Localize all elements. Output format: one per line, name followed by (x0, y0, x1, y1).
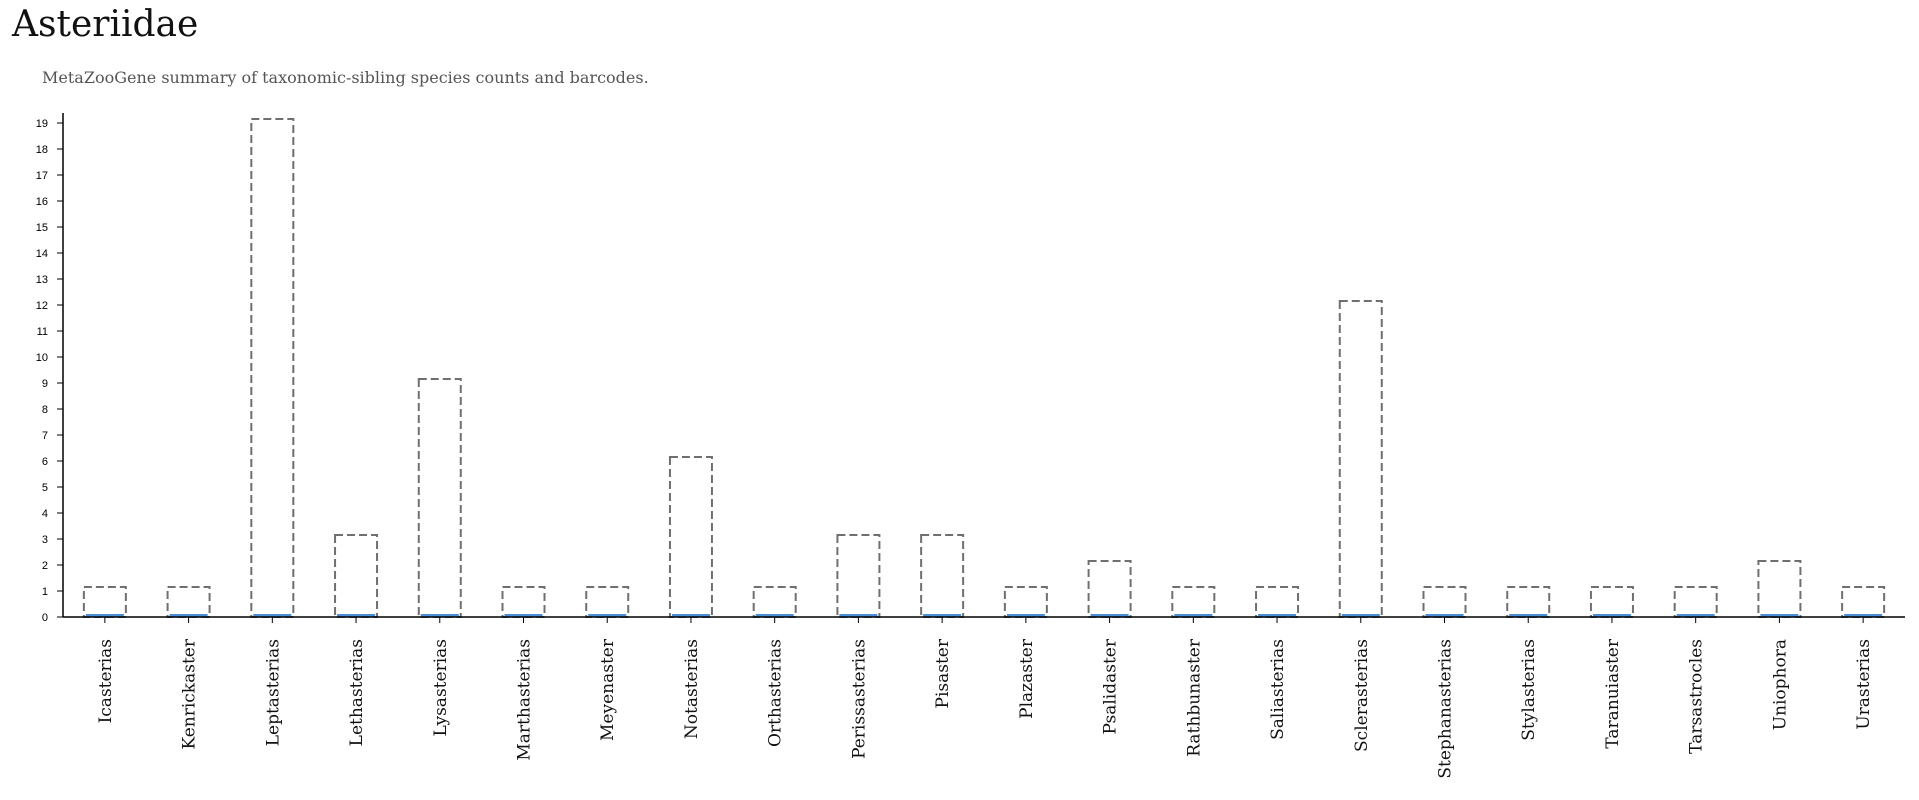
x-tick-label: Lethasterias (347, 639, 367, 746)
barcode-count-bar (1174, 614, 1213, 617)
species-count-bar (1506, 586, 1551, 618)
y-tick-label: 11 (37, 326, 48, 338)
y-tick-label: 13 (36, 274, 48, 286)
x-tick-label: Pisaster (933, 638, 953, 708)
y-tick-label: 4 (42, 508, 48, 520)
y-tick-label: 1 (42, 586, 48, 598)
barcode-count-bar (1844, 614, 1883, 617)
y-tick-label: 3 (42, 534, 48, 546)
barcode-count-bar (1090, 614, 1129, 617)
y-tick-label: 10 (36, 352, 48, 364)
x-tick-label: Sclerasterias (1352, 639, 1372, 752)
y-tick-label: 7 (42, 430, 48, 442)
barcode-count-bar (923, 614, 962, 617)
barcode-count-bar (588, 614, 627, 617)
x-tick-label: Notasterias (682, 639, 702, 739)
species-count-bar (501, 586, 546, 618)
x-tick-label: Orthasterias (766, 639, 786, 747)
species-count-bar (1087, 560, 1132, 618)
species-count-bar (1422, 586, 1467, 618)
species-count-bar (1003, 586, 1048, 618)
barcode-count-bar (839, 614, 878, 617)
x-tick-label: Psalidaster (1101, 638, 1121, 734)
species-count-bar (585, 586, 630, 618)
y-tick-label: 9 (42, 378, 48, 390)
y-tick-label: 17 (36, 170, 48, 182)
species-count-bar (82, 586, 127, 618)
barcode-count-bar (337, 614, 376, 617)
x-tick-label: Marthasterias (515, 639, 535, 761)
species-count-bar (668, 456, 713, 618)
x-tick-label: Urasterias (1854, 639, 1874, 730)
y-tick-label: 0 (42, 612, 48, 624)
barcode-count-bar (420, 614, 459, 617)
x-tick-label: Tarsastrocles (1687, 639, 1707, 754)
y-tick-label: 14 (36, 248, 48, 260)
x-tick-label: Icasterias (96, 639, 116, 723)
barcode-count-bar (1258, 614, 1297, 617)
x-tick-label: Stephanasterias (1436, 639, 1456, 779)
x-tick-label: Uniophora (1770, 639, 1790, 730)
x-tick-label: Lysasterias (431, 639, 451, 737)
species-count-bar (920, 534, 965, 618)
y-tick-label: 16 (36, 196, 48, 208)
barcode-count-bar (253, 614, 292, 617)
x-tick-label: Stylasterias (1519, 639, 1539, 741)
species-count-bar (166, 586, 211, 618)
species-count-bar (836, 534, 881, 618)
species-count-bar (1589, 586, 1634, 618)
species-count-bar (1255, 586, 1300, 618)
species-count-bar (1673, 586, 1718, 618)
barcode-count-bar (1425, 614, 1464, 617)
y-tick-label: 6 (42, 456, 48, 468)
x-tick-label: Meyenaster (598, 638, 618, 741)
barcode-count-bar (1341, 614, 1380, 617)
x-axis: Icasterias Kenrickaster Leptasterias Lethas… (63, 616, 1905, 779)
x-tick-label: Taranuiaster (1603, 638, 1623, 749)
x-tick-label: Rathbunaster (1184, 638, 1204, 757)
species-count-bar (417, 378, 462, 618)
barcode-count-bar (504, 614, 543, 617)
species-count-bar (1841, 586, 1886, 618)
barcode-count-bar (671, 614, 710, 617)
y-tick-label: 5 (42, 482, 48, 494)
y-tick-label: 2 (42, 560, 48, 572)
species-count-bar (1171, 586, 1216, 618)
barcode-count-bar (169, 614, 208, 617)
species-count-bar (752, 586, 797, 618)
x-tick-label: Saliasterias (1268, 639, 1288, 740)
barcode-count-bar (1509, 614, 1548, 617)
species-count-bar (1757, 560, 1802, 618)
y-tick-label: 15 (36, 222, 48, 234)
bars-group (82, 118, 1886, 618)
species-count-bar (334, 534, 379, 618)
x-tick-label: Plazaster (1017, 638, 1037, 719)
x-tick-label: Perissasterias (849, 639, 869, 759)
barcode-count-bar (1006, 614, 1045, 617)
y-tick-label: 18 (36, 144, 48, 156)
species-count-bar (250, 118, 295, 618)
y-tick-label: 19 (36, 118, 48, 130)
barcode-count-bar (85, 614, 124, 617)
y-tick-label: 8 (42, 404, 48, 416)
barcode-count-bar (1676, 614, 1715, 617)
x-tick-label: Leptasterias (263, 639, 283, 746)
y-tick-label: 12 (36, 300, 48, 312)
barcode-count-bar (1592, 614, 1631, 617)
x-tick-label: Kenrickaster (180, 638, 200, 749)
chart-subtitle: MetaZooGene summary of taxonomic-sibling… (42, 68, 649, 87)
chart-title: Asteriidae (12, 4, 199, 45)
species-count-bar (1338, 300, 1383, 618)
barcode-count-bar (755, 614, 794, 617)
barcode-count-bar (1760, 614, 1799, 617)
